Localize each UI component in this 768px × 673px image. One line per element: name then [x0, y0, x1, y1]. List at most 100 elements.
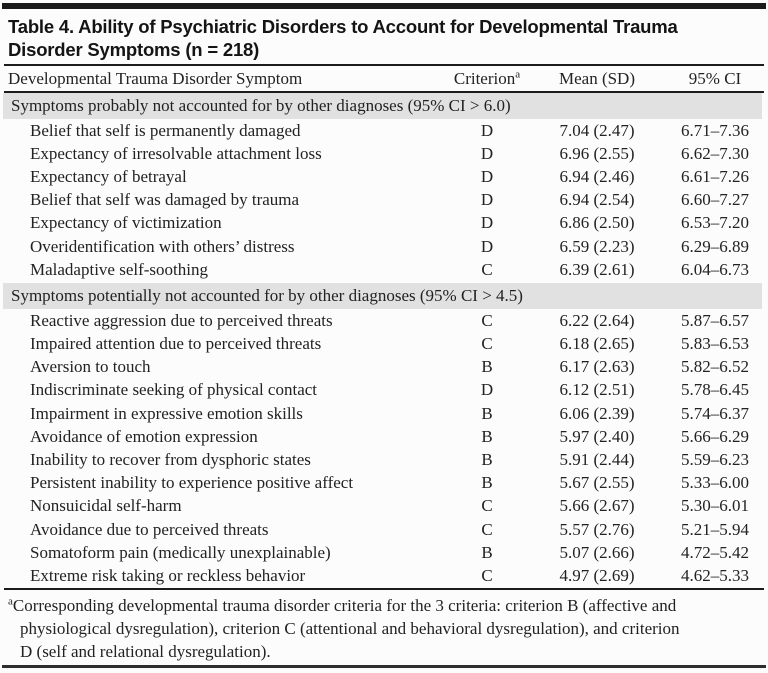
criterion-cell: D: [480, 143, 494, 163]
title-rule: [4, 64, 764, 66]
criterion-cell: C: [481, 565, 493, 585]
bottom-rule: [2, 665, 766, 668]
section-header: Symptoms probably not accounted for by o…: [3, 93, 762, 119]
mean-sd-cell: 6.59 (2.23): [559, 236, 635, 256]
col-header-symptom: Developmental Trauma Disorder Symptom: [8, 68, 303, 88]
table: Developmental Trauma Disorder Symptom Cr…: [0, 66, 768, 588]
ci-cell: 6.60–7.27: [681, 190, 749, 210]
mean-sd-cell: 7.04 (2.47): [559, 120, 635, 140]
ci-cell: 6.62–7.30: [681, 143, 749, 163]
criterion-cell: B: [481, 357, 493, 377]
table-row: Extreme risk taking or reckless behavior…: [0, 564, 768, 587]
table-row: Expectancy of betrayal D 6.94 (2.46) 6.61–7…: [0, 165, 768, 188]
ci-cell: 6.53–7.20: [681, 213, 749, 233]
mean-sd-cell: 6.18 (2.65): [559, 334, 635, 354]
table-body: Symptoms probably not accounted for by o…: [0, 93, 768, 588]
criterion-cell: D: [480, 236, 494, 256]
ci-cell: 6.29–6.89: [681, 236, 749, 256]
criterion-cell: C: [481, 334, 493, 354]
mean-sd-cell: 6.17 (2.63): [559, 357, 635, 377]
ci-cell: 6.71–7.36: [681, 120, 749, 140]
symptom-cell: Nonsuicidal self-harm: [30, 496, 182, 516]
mean-sd-cell: 5.07 (2.66): [559, 542, 635, 562]
symptom-cell: Aversion to touch: [30, 357, 151, 377]
table-header-row: Developmental Trauma Disorder Symptom Cr…: [0, 66, 768, 91]
ci-cell: 5.66–6.29: [681, 426, 749, 446]
criterion-cell: C: [481, 496, 493, 516]
mean-sd-cell: 6.94 (2.46): [559, 166, 635, 186]
symptom-cell: Somatoform pain (medically unexplainable…: [30, 542, 331, 562]
mean-sd-cell: 5.57 (2.76): [559, 519, 635, 539]
table-row: Maladaptive self-soothing C 6.39 (2.61) 6.0…: [0, 258, 768, 281]
ci-cell: 4.62–5.33: [681, 565, 749, 585]
criterion-cell: D: [480, 166, 494, 186]
mean-sd-cell: 6.12 (2.51): [559, 380, 635, 400]
symptom-cell: Reactive aggression due to perceived thr…: [30, 310, 333, 330]
footnote-marker: a: [8, 594, 13, 607]
mean-sd-cell: 4.97 (2.69): [559, 565, 635, 585]
mean-sd-cell: 5.91 (2.44): [559, 450, 635, 470]
top-rule-thick: [2, 3, 766, 9]
table-row: Overidentification with others’ distress…: [0, 235, 768, 258]
symptom-cell: Maladaptive self-soothing: [30, 259, 208, 279]
ci-cell: 5.78–6.45: [681, 380, 749, 400]
criterion-cell: C: [481, 259, 493, 279]
table-row: Indiscriminate seeking of physical conta…: [0, 379, 768, 402]
col-header-mean-sd: Mean (SD): [558, 68, 635, 88]
mean-sd-cell: 6.94 (2.54): [559, 190, 635, 210]
mean-sd-cell: 5.67 (2.55): [559, 473, 635, 493]
table-row: Persistent inability to experience posit…: [0, 472, 768, 495]
ci-cell: 6.04–6.73: [681, 259, 749, 279]
criterion-cell: B: [481, 426, 493, 446]
mean-sd-cell: 6.22 (2.64): [559, 310, 635, 330]
criterion-cell: D: [480, 380, 494, 400]
symptom-cell: Expectancy of betrayal: [30, 166, 187, 186]
symptom-cell: Overidentification with others’ distress: [30, 236, 295, 256]
symptom-cell: Avoidance due to perceived threats: [30, 519, 269, 539]
symptom-cell: Impaired attention due to perceived thre…: [30, 334, 322, 354]
mean-sd-cell: 6.96 (2.55): [559, 143, 635, 163]
criterion-cell: B: [481, 450, 493, 470]
col-header-criterion: Criteriona: [448, 67, 526, 89]
ci-cell: 4.72–5.42: [681, 542, 749, 562]
symptom-cell: Belief that self is permanently damaged: [30, 120, 301, 140]
symptom-cell: Expectancy of irresolvable attachment lo…: [30, 143, 322, 163]
table-row: Belief that self is permanently damaged D…: [0, 119, 768, 142]
symptom-cell: Avoidance of emotion expression: [30, 426, 258, 446]
criterion-cell: C: [481, 519, 493, 539]
symptom-cell: Inability to recover from dysphoric stat…: [30, 450, 311, 470]
ci-cell: 5.83–6.53: [681, 334, 749, 354]
symptom-cell: Indiscriminate seeking of physical conta…: [30, 380, 318, 400]
criterion-footnote-marker: a: [515, 67, 521, 80]
table-row: Reactive aggression due to perceived thr…: [0, 309, 768, 332]
section-header: Symptoms potentially not accounted for b…: [3, 283, 762, 310]
criterion-cell: D: [480, 213, 494, 233]
col-header-criterion-label: Criterion: [453, 68, 516, 88]
table-row: Avoidance of emotion expression B 5.97 (2.…: [0, 425, 768, 448]
footnote-text: Corresponding developmental trauma disor…: [12, 595, 680, 661]
table-row: Somatoform pain (medically unexplainable…: [0, 541, 768, 564]
symptom-cell: Belief that self was damaged by trauma: [30, 190, 300, 210]
criterion-cell: C: [481, 310, 493, 330]
table-row: Aversion to touch B 6.17 (2.63) 5.82–6.52: [0, 356, 768, 379]
ci-cell: 5.21–5.94: [681, 519, 749, 539]
ci-cell: 5.87–6.57: [681, 310, 749, 330]
symptom-cell: Expectancy of victimization: [30, 213, 222, 233]
table-row: Expectancy of victimization D 6.86 (2.50) 6…: [0, 212, 768, 235]
mean-sd-cell: 5.66 (2.67): [559, 496, 635, 516]
table-title: Table 4. Ability of Psychiatric Disorder…: [8, 16, 678, 60]
ci-cell: 5.82–6.52: [681, 357, 749, 377]
ci-cell: 5.59–6.23: [681, 450, 749, 470]
criterion-cell: B: [481, 473, 493, 493]
criterion-cell: B: [481, 403, 493, 423]
criterion-cell: B: [481, 542, 493, 562]
table-row: Inability to recover from dysphoric stat…: [0, 448, 768, 471]
table-row: Impaired attention due to perceived thre…: [0, 333, 768, 356]
mean-sd-cell: 6.39 (2.61): [559, 259, 635, 279]
mean-sd-cell: 6.06 (2.39): [559, 403, 635, 423]
symptom-cell: Impairment in expressive emotion skills: [30, 403, 303, 423]
footnote-rule: [4, 587, 764, 590]
mean-sd-cell: 5.97 (2.40): [559, 426, 635, 446]
criterion-cell: D: [480, 190, 494, 210]
